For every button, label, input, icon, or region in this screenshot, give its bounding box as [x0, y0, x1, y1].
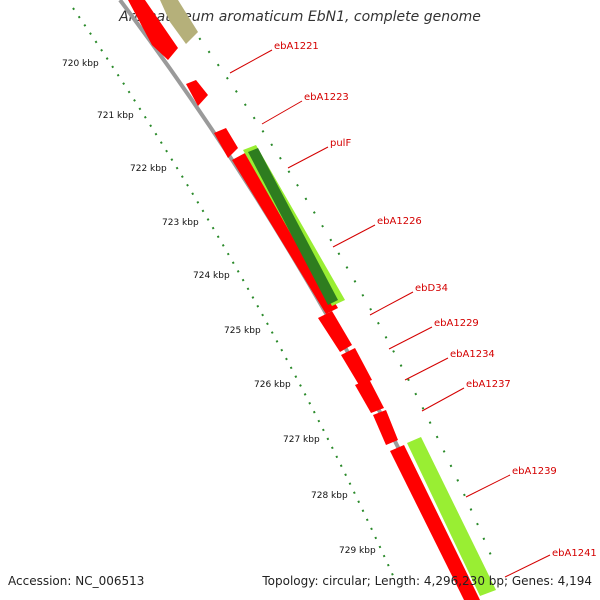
accession-label: Accession: NC_006513	[8, 574, 145, 588]
cds-ebA1223[interactable]	[186, 80, 208, 106]
gene-label-ebA1234[interactable]: ebA1234	[450, 349, 495, 360]
gene-label-ebA1226[interactable]: ebA1226	[377, 216, 422, 227]
leader-line	[332, 224, 376, 248]
genome-backbone	[118, 0, 472, 600]
kbp-label: 727 kbp	[283, 435, 320, 445]
gene-label-ebA1239[interactable]: ebA1239	[512, 466, 557, 477]
leader-line	[261, 100, 303, 125]
gene-label-ebA1223[interactable]: ebA1223	[304, 92, 349, 103]
cds-track	[128, 0, 480, 600]
cds-ebA1237[interactable]	[373, 410, 398, 445]
leader-line	[421, 387, 465, 412]
kbp-label: 723 kbp	[162, 218, 199, 228]
gene-label-ebA1221[interactable]: ebA1221	[274, 41, 319, 52]
gene-label-ebA1237[interactable]: ebA1237	[466, 379, 511, 390]
leader-line	[369, 291, 414, 316]
kbp-label: 725 kbp	[224, 326, 261, 336]
kbp-label: 724 kbp	[193, 271, 230, 281]
gene-label-ebA1241[interactable]: ebA1241	[552, 548, 597, 559]
kbp-labels: 720 kbp 721 kbp 722 kbp 723 kbp 724 kbp …	[62, 59, 376, 556]
kbp-label: 726 kbp	[254, 380, 291, 390]
cds-ebD34[interactable]	[318, 311, 352, 352]
kbp-label: 721 kbp	[97, 111, 134, 121]
cds-ebA1239[interactable]	[390, 445, 480, 600]
outer-scale-line	[189, 24, 496, 566]
cds-ebA1234[interactable]	[355, 379, 384, 413]
leader-line	[388, 326, 433, 350]
leader-line	[287, 146, 329, 169]
kbp-label: 720 kbp	[62, 59, 99, 69]
genome-summary: Topology: circular; Length: 4,296,230 bp…	[262, 574, 592, 588]
feature-pulF-dark[interactable]	[248, 148, 338, 305]
leader-line	[465, 474, 511, 498]
feature-ebA1239-light[interactable]	[407, 437, 496, 596]
gene-leader-lines	[229, 49, 551, 578]
cds-pulF-strand[interactable]	[214, 128, 238, 158]
kbp-label: 728 kbp	[311, 491, 348, 501]
gene-labels: ebA1221 ebA1223 pulF ebA1226 ebD34 ebA12…	[274, 41, 597, 559]
gene-label-ebD34[interactable]: ebD34	[415, 283, 448, 294]
leader-line	[404, 357, 449, 381]
cds-ebA1226[interactable]	[232, 153, 338, 314]
kbp-label: 729 kbp	[339, 546, 376, 556]
cds-ebA1221[interactable]	[128, 0, 178, 60]
leader-line	[504, 554, 551, 578]
map-title: Aromatoleum aromaticum EbN1, complete ge…	[119, 9, 481, 25]
cds-ebA1229[interactable]	[341, 348, 372, 385]
gene-label-pulF[interactable]: pulF	[330, 138, 351, 149]
gene-olive-ebA1221[interactable]	[160, 0, 198, 44]
leader-line	[229, 49, 273, 74]
gene-label-ebA1229[interactable]: ebA1229	[434, 318, 479, 329]
kbp-label: 722 kbp	[130, 164, 167, 174]
